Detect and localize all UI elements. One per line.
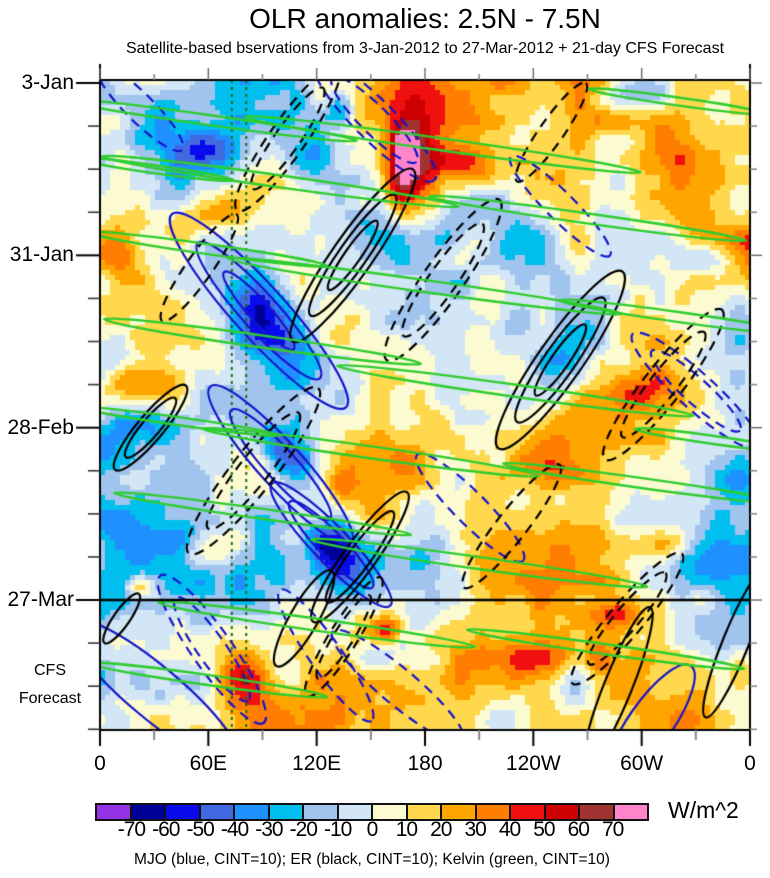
colorbar-cell (614, 805, 647, 819)
y-tick-label: 3-Jan (21, 71, 74, 94)
x-tick-label: 120E (292, 752, 342, 775)
colorbar-tick-label: 70 (601, 818, 624, 841)
colorbar-tick-label: -50 (186, 818, 214, 841)
colorbar-tick-label: -30 (255, 818, 283, 841)
forecast-label: Forecast (18, 690, 82, 707)
colorbar-cell (338, 805, 373, 819)
y-tick-label: 27-Mar (7, 588, 74, 612)
colorbar-tick-label: 20 (430, 818, 452, 841)
x-tick-label: 120W (505, 752, 561, 775)
x-tick-label: 180 (407, 752, 443, 775)
colorbar-cell (235, 805, 270, 819)
colorbar-cell (373, 805, 408, 819)
y-tick-label: 28-Feb (7, 415, 74, 439)
colorbar-cell (200, 805, 235, 819)
colorbar-tick-label: -70 (117, 818, 146, 841)
colorbar-tick-label: 30 (464, 818, 486, 841)
colorbar-cell (269, 805, 304, 819)
x-tick-label: 60W (620, 752, 664, 775)
y-tick-label: 31-Jan (9, 243, 74, 267)
contour-legend: MJO (blue, CINT=10); ER (black, CINT=10)… (134, 851, 610, 868)
colorbar-cell (442, 805, 477, 819)
colorbar-cell (476, 805, 511, 819)
colorbar-tick-label: 10 (395, 818, 418, 841)
x-tick-label: 0 (94, 752, 106, 775)
x-tick-label: 60E (189, 752, 228, 775)
colorbar-cell (511, 805, 546, 819)
colorbar-cell (166, 805, 201, 819)
colorbar (95, 803, 649, 821)
colorbar-cell (407, 805, 442, 819)
colorbar-cell (97, 805, 132, 819)
x-tick-label: 0 (744, 752, 756, 775)
colorbar-tick-label: 0 (366, 818, 379, 841)
colorbar-tick-label: 40 (498, 818, 521, 841)
colorbar-tick-label: -10 (323, 818, 352, 841)
colorbar-cell (545, 805, 580, 819)
colorbar-cell (580, 805, 615, 819)
colorbar-tick-label: -20 (289, 818, 318, 841)
colorbar-tick-label: -60 (152, 818, 180, 841)
colorbar-tick-label: 60 (567, 818, 590, 841)
colorbar-cell (304, 805, 339, 819)
cfs-label: CFS (34, 662, 66, 679)
colorbar-tick-label: -40 (220, 818, 249, 841)
colorbar-cell (131, 805, 166, 819)
colorbar-tick-label: 50 (533, 818, 555, 841)
colorbar-units-label: W/m^2 (668, 797, 739, 823)
